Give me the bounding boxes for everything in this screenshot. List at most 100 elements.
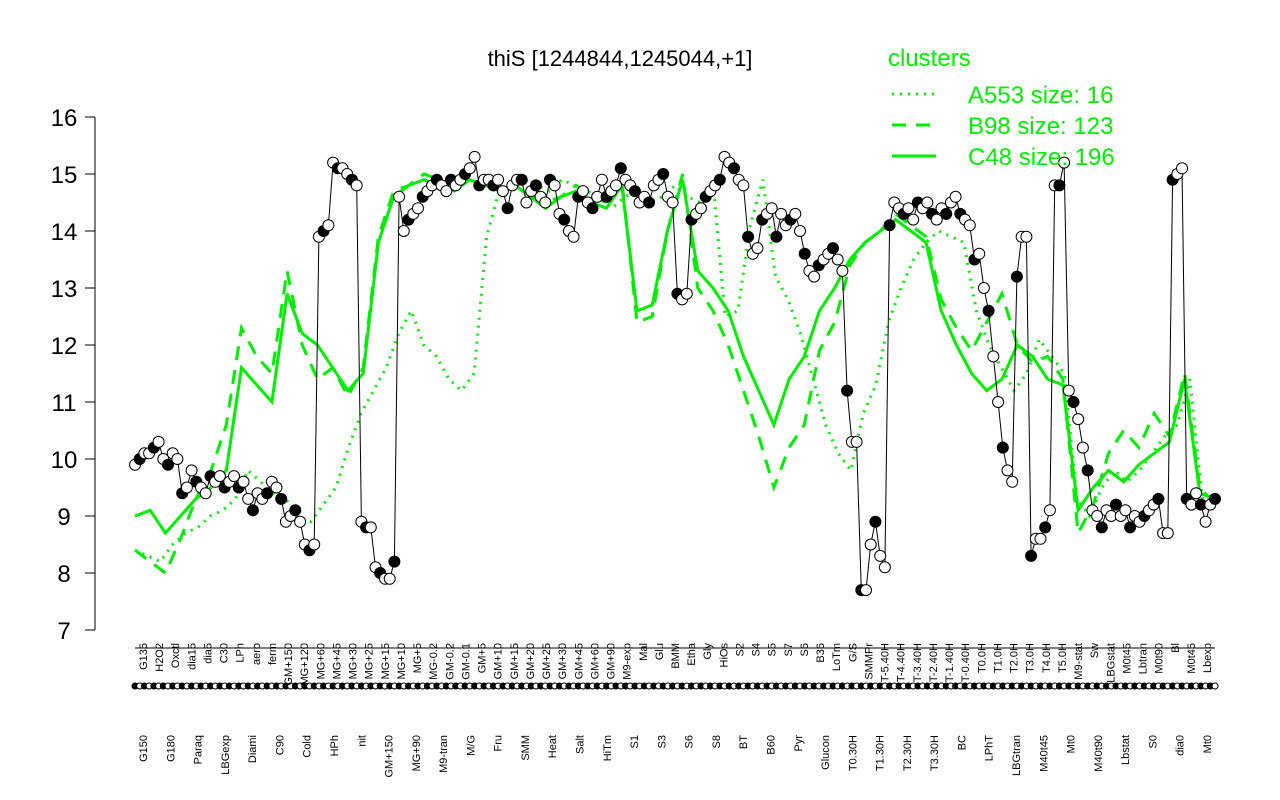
data-point (1152, 492, 1165, 505)
data-point (242, 492, 255, 505)
x-tick-label-upper: Glu (654, 643, 666, 660)
x-tick-label-upper: dia5 (203, 643, 215, 664)
data-point (539, 196, 552, 209)
x-tick-label-upper: T2.0H (1009, 643, 1021, 673)
data-point (1034, 532, 1047, 545)
x-tick-label-upper: Lbtran (1138, 643, 1150, 674)
x-tick-label-lower: S1 (629, 735, 641, 748)
data-point (412, 202, 424, 215)
data-point (213, 470, 226, 483)
x-tick-label-lower: Lbstat (1120, 735, 1132, 765)
y-tick-label: 9 (57, 504, 70, 531)
legend: clusters A553 size: 16 B98 size: 123 C48 s… (888, 45, 1115, 171)
data-point (963, 219, 976, 232)
x-tick-label-upper: GM+5 (477, 643, 489, 673)
data-point (199, 487, 212, 500)
x-tick-label-lower: Pyr (793, 735, 805, 752)
data-point (440, 185, 453, 198)
x-tick-label-lower: M40t90 (1093, 735, 1105, 772)
x-tick-label-upper: H2O2 (154, 643, 166, 672)
y-tick-label: 7 (57, 618, 70, 645)
data-point (1062, 384, 1075, 397)
data-point (1110, 498, 1122, 511)
legend-title: clusters (888, 45, 971, 72)
x-tick-label-lower: M9-tran (438, 735, 450, 773)
series (129, 150, 1221, 597)
x-tick-label-upper: MG+10 (396, 643, 408, 679)
data-point (775, 207, 788, 220)
data-point (737, 179, 750, 192)
data-point (185, 464, 198, 477)
data-point (610, 179, 622, 192)
x-tick-label-lower: LBGtran (1011, 735, 1023, 776)
data-point (1072, 413, 1085, 426)
data-point (1058, 156, 1071, 169)
x-tick-label-lower: dia0 (1175, 735, 1187, 756)
data-point (567, 230, 580, 243)
x-tick-label-upper: M0t45 (1121, 643, 1133, 674)
data-point (228, 470, 240, 483)
x-tick-label-lower: Cold (302, 735, 314, 758)
data-point (397, 225, 410, 237)
data-point (1020, 230, 1033, 243)
data-point (930, 213, 943, 226)
data-point (520, 196, 533, 209)
data-point (501, 202, 514, 215)
x-tick-label-lower: B60 (766, 735, 778, 755)
data-point (874, 549, 887, 562)
data-point (1043, 504, 1056, 517)
x-tick-label-upper: GM+60 (589, 643, 601, 679)
data-point (1001, 464, 1014, 477)
x-tick-label-upper: MG-0.2 (428, 643, 440, 680)
data-point (742, 230, 755, 243)
x-tick-label-upper: Sw (1089, 643, 1101, 658)
data-point (996, 441, 1009, 454)
data-point (388, 555, 401, 568)
data-point (515, 173, 528, 186)
data-point (864, 538, 877, 551)
data-point (1209, 492, 1221, 505)
data-point (694, 202, 707, 215)
x-tick-label-lower: Mt0 (1202, 735, 1214, 753)
x-tick-label-lower: LPhT (984, 735, 996, 762)
x-tick-label-upper: LBGstat (1105, 643, 1117, 683)
data-point (1176, 162, 1188, 175)
data-point (350, 179, 363, 192)
x-tick-label-lower: LBGexp (220, 735, 232, 775)
data-point (529, 179, 542, 192)
x-tick-label-upper: dia15 (186, 643, 198, 670)
x-tick-label-lower: Paraq (193, 735, 205, 764)
x-tick-label-upper: C30 (219, 643, 231, 663)
x-tick-label-lower: M40t45 (1038, 735, 1050, 772)
x-tick-label-upper: MG+15 (380, 643, 392, 679)
x-tick-label-lower: HPh (329, 735, 341, 756)
x-tick-label-upper: M9-exp (622, 643, 634, 680)
x-tick-label-upper: GM+30 (557, 643, 569, 679)
data-point (294, 515, 307, 528)
data-point (270, 481, 283, 494)
x-tick-label-upper: T-5.40H (880, 643, 892, 682)
data-point (237, 475, 250, 488)
x-tick-label-lower: Salt (575, 735, 587, 754)
x-tick-label-upper: MG+60 (315, 643, 327, 679)
x-tick-label-upper: T5.0H (1057, 643, 1069, 673)
x-tick-label-upper: MG+45 (332, 643, 344, 679)
x-tick-label-upper: S5 (767, 643, 779, 656)
x-tick-label-lower: nit (356, 735, 368, 747)
data-point (770, 230, 783, 243)
data-point (1076, 441, 1089, 454)
x-tick-label-upper: SMMPr (864, 643, 876, 680)
x-tick-label-lower: T1.30H (875, 735, 887, 771)
x-tick-label-upper: G135 (138, 643, 150, 670)
x-tick-label-upper: MG+120 (299, 643, 311, 686)
data-point (171, 453, 184, 465)
x-tick-label-upper: MG+25 (364, 643, 376, 679)
x-tick-label-lower: BT (738, 735, 750, 749)
x-tick-label-lower: MG+90 (411, 735, 423, 771)
x-tick-label-upper: GM+150 (283, 643, 295, 686)
x-tick-label-upper: T0.0H (976, 643, 988, 673)
data-point (831, 253, 844, 266)
x-tick-label-lower: M/G (465, 735, 477, 756)
x-tick-label-upper: T-4.40H (896, 643, 908, 682)
x-tick-label-upper: T-2.40H (928, 643, 940, 682)
